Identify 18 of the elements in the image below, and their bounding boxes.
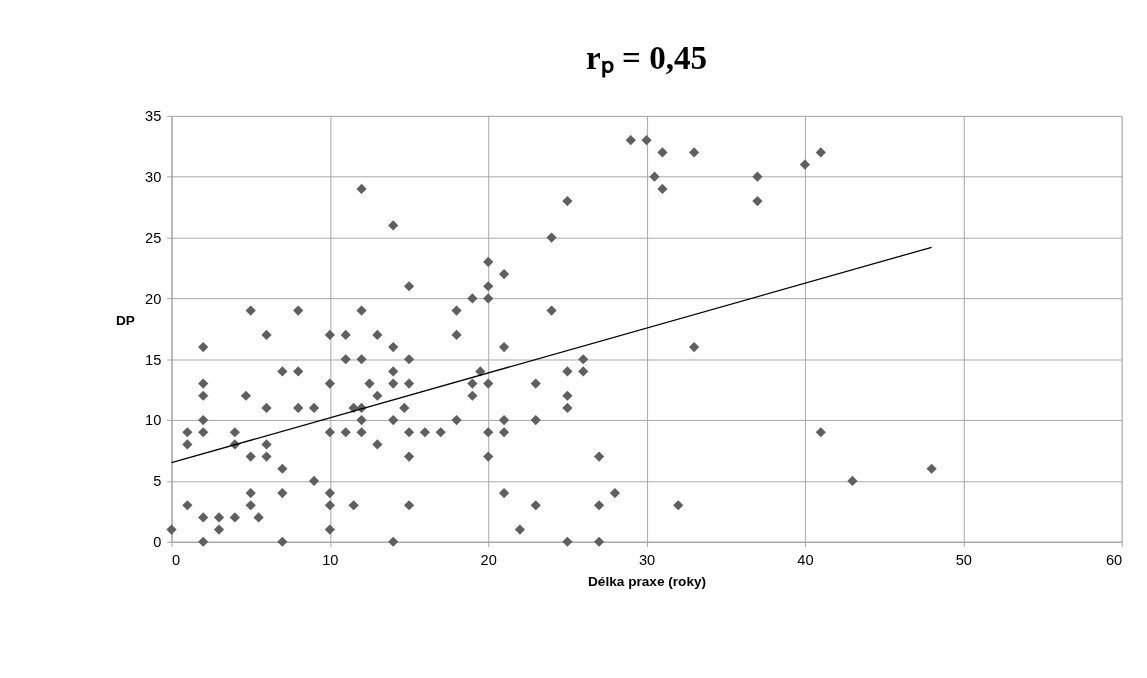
y-axis-title: DP xyxy=(116,312,135,328)
y-tick-label: 30 xyxy=(145,169,162,186)
x-tick-label: 60 xyxy=(1105,551,1123,568)
y-tick-label: 5 xyxy=(153,473,162,490)
y-tick-label: 20 xyxy=(145,290,162,307)
x-tick-label: 30 xyxy=(638,551,656,568)
y-tick-label: 15 xyxy=(145,351,162,368)
x-tick-label: 10 xyxy=(322,551,339,568)
y-tick-label: 35 xyxy=(145,108,162,125)
x-tick-label: 50 xyxy=(955,551,972,568)
x-tick-label: 40 xyxy=(797,551,814,568)
x-axis-title: Délka praxe (roky) xyxy=(588,574,707,590)
y-tick-label: 0 xyxy=(153,534,162,551)
y-tick-label: 25 xyxy=(145,229,162,246)
x-tick-label: 20 xyxy=(480,551,497,568)
y-tick-label: 10 xyxy=(145,412,162,429)
x-tick-label: 0 xyxy=(172,551,181,568)
chart-title: rₚ = 0,45 xyxy=(586,39,708,79)
